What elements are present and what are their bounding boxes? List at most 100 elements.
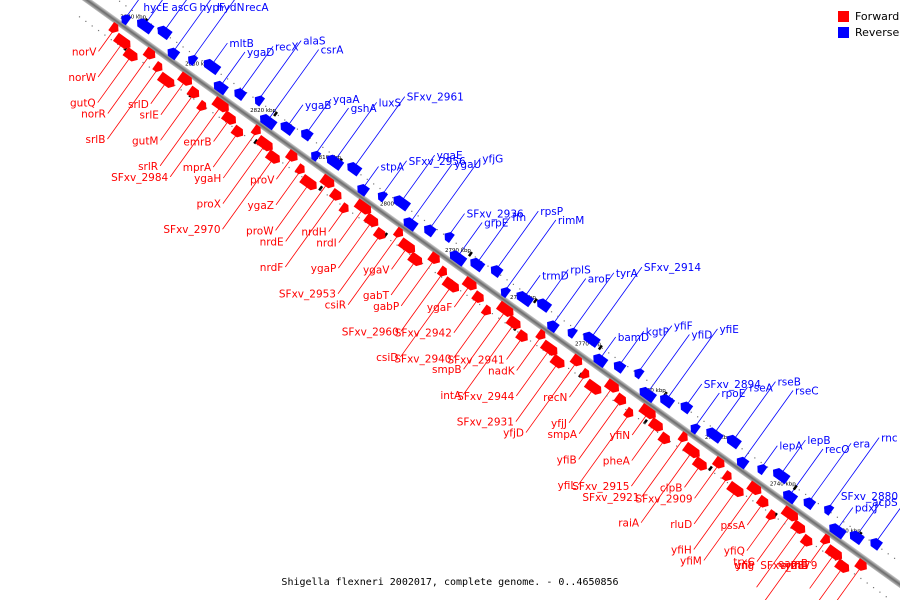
tick-dot — [479, 303, 481, 306]
tick-dot — [760, 461, 762, 464]
tick-dot — [85, 20, 87, 22]
legend-forward: Forward — [838, 8, 899, 24]
leader-line — [160, 92, 195, 141]
tick-dot — [608, 352, 610, 354]
leader-line — [764, 541, 808, 600]
gene-arrow-sfxv-2880 — [870, 537, 883, 551]
gene-label-sfxv-2909: SFxv_2909 — [635, 493, 692, 505]
gene-arrow-yfhl — [834, 558, 850, 574]
leader-line — [409, 163, 453, 224]
leader-line — [381, 160, 407, 196]
tick-dot — [250, 139, 252, 141]
leader-line — [808, 443, 852, 503]
gene-arrow-csra — [259, 114, 278, 131]
tick-dot — [326, 194, 328, 196]
gene-label-norv: norV — [72, 46, 97, 58]
tick-dot — [688, 454, 690, 456]
leader-line — [275, 183, 310, 231]
gene-label-ascg: ascG — [171, 2, 197, 14]
gene-label-ygah: ygaH — [194, 173, 221, 185]
tick-dot — [244, 134, 246, 137]
gene-label-yqae: yqaE — [437, 150, 463, 162]
gene-arrow-sfxv-2970 — [264, 149, 280, 164]
tick-dot — [500, 274, 502, 276]
gene-label-ygad: ygaD — [247, 47, 274, 59]
gene-label-nrde: nrdE — [260, 236, 284, 248]
gene-label-gutm: gutM — [132, 135, 159, 147]
tick-dot — [411, 210, 413, 212]
leader-line — [400, 285, 453, 358]
tick-dot — [442, 233, 445, 235]
leader-line — [347, 233, 400, 305]
gene-arrow-rsea — [706, 427, 724, 444]
gene-arrow-alas — [254, 95, 266, 107]
gene-arrow-gutq — [122, 47, 138, 62]
gene-arrow-ung — [799, 533, 813, 547]
gene-label-yfhl: yfhL — [785, 560, 808, 572]
tick-dot — [644, 422, 646, 424]
gene-label-csid: csiD — [376, 352, 398, 364]
gene-label-sfxv-2941: SFxv_2941 — [447, 354, 504, 366]
tick-dot — [512, 283, 515, 285]
gene-label-ffh: ffh — [512, 212, 526, 224]
gene-arrow-sfxv-2914 — [583, 331, 601, 348]
leader-line — [732, 381, 776, 442]
tick-dot — [747, 452, 750, 454]
tick-dot — [805, 493, 807, 496]
tick-dot — [239, 87, 241, 89]
leader-line — [266, 49, 319, 122]
tick-dot — [169, 37, 171, 39]
tick-dot — [117, 43, 119, 45]
leader-line — [463, 309, 507, 370]
gene-label-ygab: ygaB — [305, 100, 332, 112]
gene-arrow-ygau — [403, 217, 419, 232]
gene-arrow-ygaz — [294, 163, 305, 175]
gene-label-rsec: rseC — [795, 386, 819, 398]
leader-line — [338, 220, 373, 269]
gene-arrow-rpoe — [690, 423, 701, 435]
leader-line — [641, 437, 685, 498]
gene-arrow-yqae — [393, 195, 412, 212]
gene-label-sfxv-2915: SFxv_2915 — [572, 481, 629, 493]
gene-arrow-rnc — [824, 504, 835, 516]
tick-dot — [201, 60, 203, 62]
leader-line — [693, 476, 729, 525]
leader-line — [337, 234, 381, 294]
legend-reverse: Reverse — [838, 24, 899, 40]
gene-arrow-phea — [647, 417, 663, 432]
leader-line — [827, 437, 880, 510]
reverse-swatch — [838, 26, 849, 38]
tick-dot — [569, 324, 572, 327]
tick-dot — [301, 176, 303, 178]
tick-dot — [682, 450, 684, 452]
tick-dot — [358, 217, 360, 219]
tick-dot — [542, 349, 544, 351]
tick-dot — [529, 340, 532, 342]
tick-dot — [123, 48, 125, 50]
gene-label-pdxj: pdxJ — [855, 502, 878, 514]
tick-dot — [466, 294, 468, 296]
gene-arrow-csid — [441, 276, 460, 293]
gene-label-sfxv-2880: SFxv_2880 — [841, 491, 898, 503]
leader-line — [338, 207, 365, 243]
tick-dot — [364, 221, 366, 223]
tick-dot — [790, 527, 792, 529]
gene-arrow-hypf — [157, 25, 173, 41]
gene-label-yfie: yfiE — [719, 324, 738, 336]
tick-dot — [796, 532, 798, 534]
tick-dot — [460, 290, 462, 292]
gene-arrow-yfim — [746, 480, 762, 496]
gene-labels: norVnorWgutQnorRsrlBsrlDsrlEgutMsrlRSFxv… — [68, 2, 898, 572]
gene-arrow-sfxv-2879 — [854, 558, 867, 571]
tick-dot — [182, 46, 184, 48]
tick-dot — [784, 523, 786, 525]
tick-dot — [633, 370, 635, 372]
tick-dot — [193, 98, 195, 100]
gene-arrow-yfiq — [765, 509, 776, 521]
tick-dot — [656, 431, 659, 433]
gene-arrow-nadk — [535, 328, 546, 340]
leader-line — [400, 258, 436, 307]
tick-dot — [741, 448, 743, 450]
tick-dot — [885, 596, 887, 598]
